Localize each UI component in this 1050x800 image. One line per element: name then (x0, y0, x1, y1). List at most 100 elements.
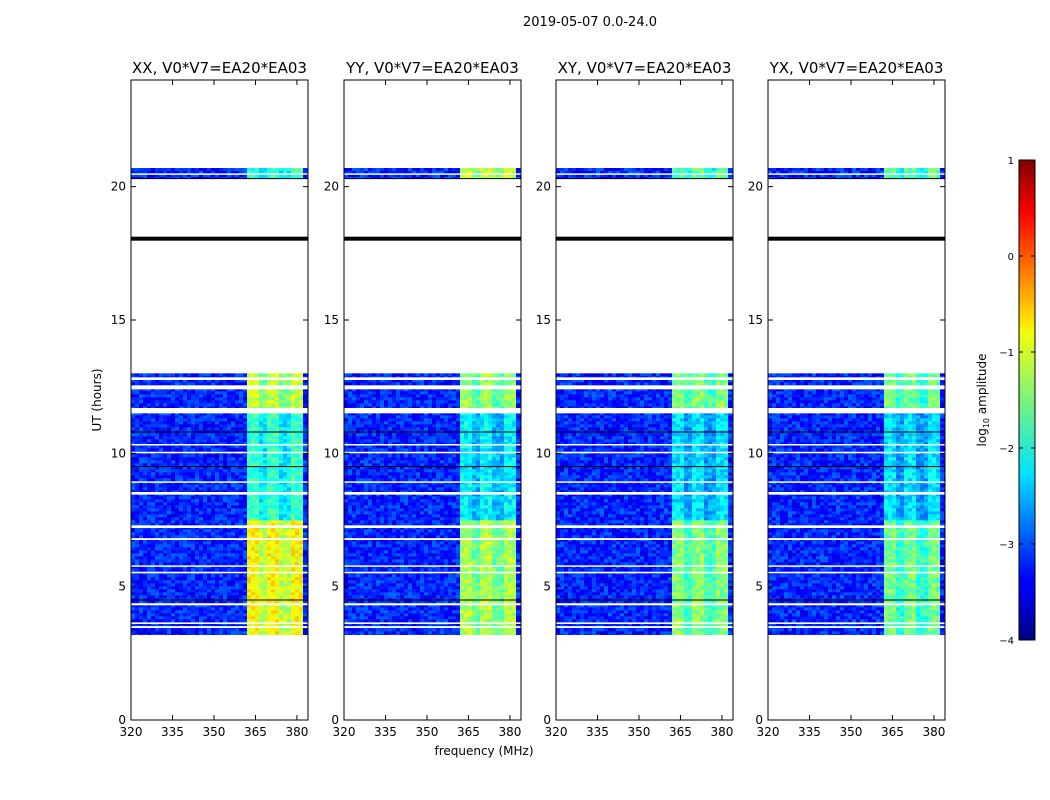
heatmap-cell (267, 424, 272, 428)
heatmap-cell (227, 610, 232, 614)
heatmap-cell (163, 604, 168, 608)
heatmap-cell (231, 171, 236, 175)
heatmap-cell (195, 454, 200, 458)
heatmap-cell (143, 388, 148, 392)
heatmap-cell (247, 541, 252, 545)
heatmap-cell (183, 502, 188, 506)
heatmap-cell (303, 634, 308, 635)
heatmap-cell (516, 421, 521, 425)
heatmap-cell (211, 547, 216, 551)
heatmap-cell (207, 481, 212, 485)
heatmap-cell (231, 631, 236, 635)
heatmap-cell (147, 445, 152, 449)
heatmap-cell (147, 448, 152, 452)
heatmap-cell (183, 634, 188, 635)
heatmap-cell (135, 556, 140, 560)
heatmap-cell (251, 502, 256, 506)
heatmap-cell (231, 493, 236, 497)
heatmap-cell (231, 559, 236, 563)
heatmap-cell (171, 493, 176, 497)
heatmap-cell (155, 406, 160, 410)
heatmap-cell (135, 418, 140, 422)
heatmap-cell (400, 379, 405, 383)
heatmap-cell (283, 547, 288, 551)
heatmap-cell (203, 628, 208, 632)
heatmap-cell (131, 613, 136, 617)
heatmap-cell (151, 523, 156, 527)
heatmap-cell (143, 544, 148, 548)
heatmap-cell (303, 174, 308, 178)
heatmap-cell (251, 463, 256, 467)
heatmap-cell (183, 553, 188, 557)
heatmap-cell (195, 514, 200, 518)
heatmap-cell (259, 595, 264, 599)
heatmap-cell (199, 403, 204, 407)
heatmap-cell (191, 610, 196, 614)
heatmap-cell (291, 388, 296, 392)
heatmap-cell (231, 400, 236, 404)
heatmap-cell (251, 418, 256, 422)
heatmap-cell (247, 448, 252, 452)
heatmap-cell (416, 397, 421, 401)
heatmap-cell (211, 424, 216, 428)
heatmap-cell (199, 568, 204, 572)
heatmap-cell (191, 631, 196, 635)
heatmap-cell (179, 177, 184, 179)
heatmap-cell (376, 412, 381, 416)
heatmap-cell (476, 400, 481, 404)
heatmap-cell (251, 436, 256, 440)
heatmap-cell (247, 463, 252, 467)
heatmap-cell (271, 442, 276, 446)
heatmap-cell (163, 421, 168, 425)
heatmap-cell (191, 448, 196, 452)
heatmap-cell (131, 568, 136, 572)
heatmap-cell (155, 613, 160, 617)
heatmap-cell (143, 574, 148, 578)
heatmap-cell (171, 592, 176, 596)
heatmap-cell (231, 415, 236, 419)
heatmap-cell (163, 424, 168, 428)
heatmap-cell (135, 373, 140, 377)
heatmap-cell (287, 406, 292, 410)
heatmap-cell (135, 505, 140, 509)
heatmap-cell (227, 577, 232, 581)
heatmap-cell (412, 424, 417, 428)
heatmap-cell (223, 565, 228, 569)
heatmap-cell (223, 574, 228, 578)
heatmap-cell (368, 388, 373, 392)
heatmap-cell (259, 373, 264, 377)
y-tick-label: 20 (111, 180, 126, 194)
heatmap-cell (171, 397, 176, 401)
heatmap-cell (207, 586, 212, 590)
heatmap-cell (247, 592, 252, 596)
heatmap-cell (396, 421, 401, 425)
heatmap-cell (235, 478, 240, 482)
heatmap-cell (227, 436, 232, 440)
heatmap-cell (267, 496, 272, 500)
heatmap-cell (239, 601, 244, 605)
heatmap-cell (199, 487, 204, 491)
heatmap-cell (271, 517, 276, 521)
heatmap-cell (472, 415, 477, 419)
heatmap-cell (199, 433, 204, 437)
heatmap-cell (255, 448, 260, 452)
heatmap-cell (179, 397, 184, 401)
heatmap-cell (167, 406, 172, 410)
heatmap-cell (183, 406, 188, 410)
heatmap-cell (151, 382, 156, 386)
heatmap-cell (155, 508, 160, 512)
heatmap-cell (171, 484, 176, 488)
heatmap-cell (239, 406, 244, 410)
heatmap-cell (163, 535, 168, 539)
heatmap-cell (295, 628, 300, 632)
heatmap-cell (219, 466, 224, 470)
heatmap-cell (251, 493, 256, 497)
heatmap-cell (259, 442, 264, 446)
heatmap-cell (287, 421, 292, 425)
heatmap-cell (396, 412, 401, 416)
heatmap-cell (235, 499, 240, 503)
heatmap-cell (247, 589, 252, 593)
heatmap-cell (440, 388, 445, 392)
flagged-gap (131, 481, 308, 483)
heatmap-cell (191, 478, 196, 482)
